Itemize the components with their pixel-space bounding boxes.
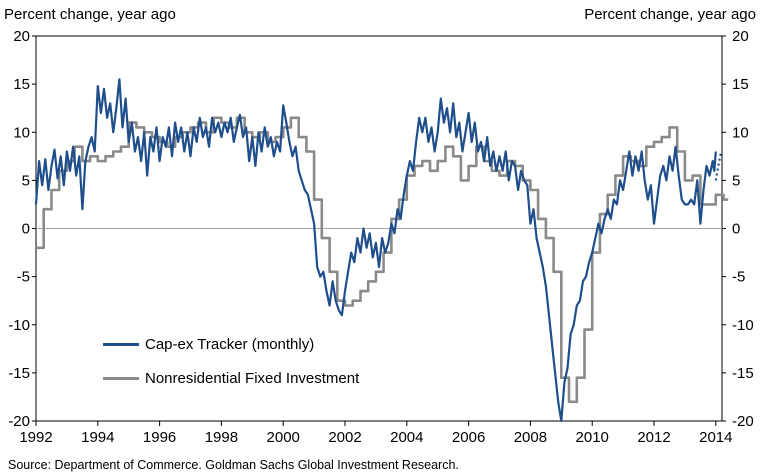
y-tick-label-right--15: -15 (732, 365, 754, 382)
y-tick-label-left--10: -10 (8, 317, 30, 334)
x-tick-label-1994: 1994 (81, 429, 114, 446)
legend-swatch-cap-ex-tracker (103, 343, 139, 346)
legend-label-cap-ex-tracker: Cap-ex Tracker (monthly) (145, 336, 315, 353)
y-tick-label-right-20: 20 (732, 28, 749, 45)
x-tick-label-2000: 2000 (267, 429, 300, 446)
x-tick-label-2010: 2010 (576, 429, 609, 446)
legend-label-nonresidential-fixed-investment: Nonresidential Fixed Investment (145, 370, 360, 387)
x-tick-label-2006: 2006 (452, 429, 485, 446)
series-projection-cap-ex-tracker (714, 153, 722, 181)
y-tick-label-right-10: 10 (732, 124, 749, 141)
y-tick-label-left--15: -15 (8, 365, 30, 382)
y-tick-label-right--5: -5 (732, 269, 745, 286)
series-line-nonresidential-fixed-investment (36, 116, 729, 404)
legend-item-nonresidential-fixed-investment: Nonresidential Fixed Investment (103, 370, 359, 387)
y-tick-label-left-0: 0 (22, 221, 30, 238)
x-tick-label-1992: 1992 (19, 429, 52, 446)
y-tick-label-right--20: -20 (732, 413, 754, 430)
axis-title-right: Percent change, year ago (584, 6, 756, 23)
legend-item-cap-ex-tracker: Cap-ex Tracker (monthly) (103, 336, 314, 353)
y-tick-label-left-15: 15 (13, 76, 30, 93)
y-tick-label-left--20: -20 (8, 413, 30, 430)
y-tick-label-left-20: 20 (13, 28, 30, 45)
x-tick-label-2012: 2012 (637, 429, 670, 446)
legend-swatch-nonresidential-fixed-investment (103, 377, 139, 380)
y-tick-label-right--10: -10 (732, 317, 754, 334)
y-tick-label-right-0: 0 (732, 221, 740, 238)
axis-title-left: Percent change, year ago (4, 6, 176, 23)
x-tick-label-1998: 1998 (205, 429, 238, 446)
series-line-cap-ex-tracker (34, 78, 717, 423)
x-tick-label-2002: 2002 (328, 429, 361, 446)
y-tick-label-right-15: 15 (732, 76, 749, 93)
y-tick-label-right-5: 5 (732, 172, 740, 189)
y-tick-label-left-10: 10 (13, 124, 30, 141)
x-tick-label-1996: 1996 (143, 429, 176, 446)
y-tick-label-left--5: -5 (17, 269, 30, 286)
x-tick-label-2008: 2008 (514, 429, 547, 446)
source-note: Source: Department of Commerce. Goldman … (8, 458, 459, 472)
y-tick-label-left-5: 5 (22, 172, 30, 189)
x-tick-label-2004: 2004 (390, 429, 423, 446)
x-tick-label-2014: 2014 (699, 429, 732, 446)
